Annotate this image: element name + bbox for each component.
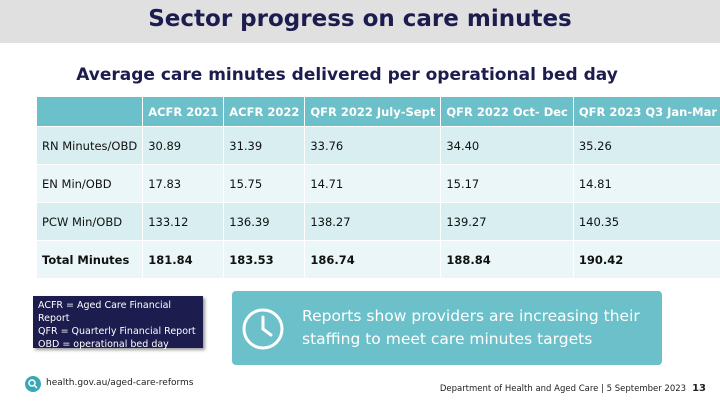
callout: Reports show providers are increasing th… — [232, 291, 662, 365]
column-header: QFR 2022 July-Sept — [304, 97, 442, 127]
legend-line: ACFR = Aged Care Financial Report — [38, 300, 172, 324]
cell: 30.89 — [142, 126, 225, 165]
cell: 139.27 — [440, 202, 574, 241]
column-header: QFR 2023 Q3 Jan-Mar — [573, 97, 720, 127]
table-title: Average care minutes delivered per opera… — [76, 65, 618, 85]
cell: 133.12 — [142, 202, 225, 241]
row-label: Total Minutes — [37, 240, 144, 278]
column-header: QFR 2022 Oct- Dec — [440, 97, 574, 127]
footer: Department of Health and Aged Care | 5 S… — [440, 383, 706, 394]
cell: 33.76 — [304, 126, 442, 165]
row-label: EN Min/OBD — [37, 164, 144, 203]
row-label: PCW Min/OBD — [37, 202, 144, 241]
clock-icon — [242, 308, 284, 350]
cell: 17.83 — [142, 164, 225, 203]
cell: 15.75 — [223, 164, 306, 203]
column-header: ACFR 2021 — [142, 97, 225, 127]
cell: 14.81 — [573, 164, 720, 203]
table-row: RN Minutes/OBD 30.89 31.39 33.76 34.40 35.26 — [37, 126, 720, 165]
cell: 35.26 — [573, 126, 720, 165]
table-body: RN Minutes/OBD 30.89 31.39 33.76 34.40 35.26 E… — [37, 126, 720, 278]
table-row: EN Min/OBD 17.83 15.75 14.71 15.17 14.81 — [37, 164, 720, 203]
cell: 183.53 — [223, 240, 306, 278]
cell: 138.27 — [304, 202, 442, 241]
callout-text: Reports show providers are increasing th… — [302, 307, 640, 348]
slide-title: Sector progress on care minutes — [148, 6, 572, 32]
footer-source: Department of Health and Aged Care | 5 S… — [439, 384, 687, 394]
table-row: Total Minutes 181.84 183.53 186.74 188.84 190… — [37, 240, 720, 278]
cell: 34.40 — [440, 126, 574, 165]
column-header — [37, 97, 144, 127]
cell: 31.39 — [223, 126, 306, 165]
header-row: ACFR 2021 ACFR 2022 QFR 2022 July-Sept QFR … — [37, 97, 720, 127]
cell: 188.84 — [440, 240, 574, 278]
cell: 186.74 — [304, 240, 442, 278]
cell: 140.35 — [573, 202, 720, 241]
footer-url: health.gov.au/aged-care-reforms — [46, 378, 194, 388]
abbreviation-box: ACFR = Aged Care Financial Report QFR = Q… — [33, 296, 203, 350]
column-header: ACFR 2022 — [223, 97, 306, 127]
search-icon — [25, 376, 41, 392]
legend-line: QFR = Quarterly Financial Report — [38, 326, 196, 337]
legend-line: OBD = operational bed day — [38, 339, 169, 350]
cell: 15.17 — [440, 164, 574, 203]
cell: 190.42 — [573, 240, 720, 278]
data-table: ACFR 2021 ACFR 2022 QFR 2022 July-Sept QFR … — [37, 97, 720, 278]
row-label: RN Minutes/OBD — [37, 126, 144, 165]
page-number: 13 — [692, 383, 706, 394]
cell: 136.39 — [223, 202, 306, 241]
table-row: PCW Min/OBD 133.12 136.39 138.27 139.27 140.3… — [37, 202, 720, 241]
cell: 14.71 — [304, 164, 442, 203]
cell: 181.84 — [142, 240, 225, 278]
title-band — [0, 0, 720, 43]
